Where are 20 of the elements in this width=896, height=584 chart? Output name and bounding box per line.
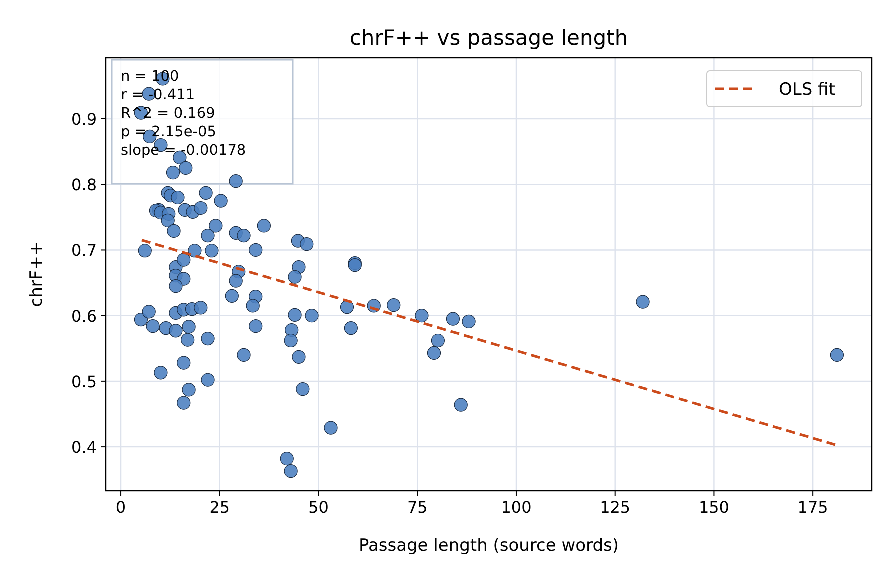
y-tick-label: 0.9 (72, 110, 97, 130)
x-tick-label: 100 (501, 498, 532, 517)
y-tick-label: 0.4 (72, 438, 97, 458)
y-tick-label: 0.8 (72, 176, 97, 195)
x-tick-label: 50 (308, 498, 329, 517)
chart-title: chrF++ vs passage length (350, 26, 628, 50)
y-axis-title: chrF++ (27, 242, 47, 308)
legend-label: OLS fit (779, 80, 836, 100)
x-tick-label: 25 (210, 498, 230, 517)
x-tick-label: 175 (798, 498, 828, 517)
y-tick-label: 0.6 (72, 306, 97, 326)
annotation: slope = -0.00178 (121, 143, 246, 159)
y-tick-label: 0.5 (72, 372, 97, 392)
x-axis-title: Passage length (source words) (358, 536, 620, 556)
x-tick-label: 125 (600, 498, 631, 517)
y-tick-label: 0.7 (72, 241, 97, 260)
x-tick-label: 75 (407, 498, 428, 517)
x-tick-label: 0 (116, 498, 126, 517)
annotation: p = 2.15e-05 (121, 124, 216, 140)
x-tick-label: 150 (698, 498, 730, 517)
